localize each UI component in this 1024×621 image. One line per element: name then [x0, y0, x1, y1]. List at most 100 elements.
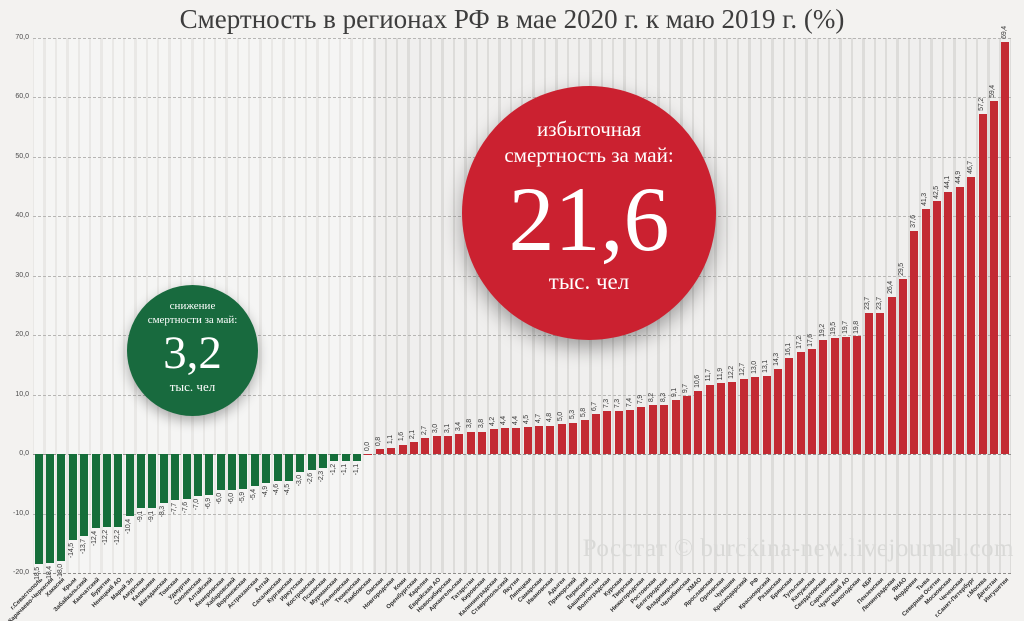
grid-line: [33, 394, 1011, 396]
y-axis-tick-label: 70,0: [15, 34, 29, 41]
bar-value-label: 2,7: [420, 425, 428, 436]
bar-value-label: -12,2: [102, 529, 110, 545]
watermark: Росстат © burckina-new.livejournal.com: [582, 535, 1014, 562]
bar: [353, 454, 362, 461]
grid-line: [33, 97, 1011, 99]
bar-value-label: 7,9: [636, 395, 644, 405]
bar-value-label: -2,3: [318, 470, 326, 483]
grid-line: [33, 454, 1011, 456]
bar-value-label: 12,7: [739, 362, 747, 376]
bar-value-label: -4,5: [284, 483, 292, 496]
background-stripe: [739, 38, 749, 573]
background-stripe: [330, 38, 340, 573]
bar: [273, 454, 282, 482]
background-stripe: [364, 38, 374, 573]
background-stripe: [352, 38, 362, 573]
bar: [751, 376, 760, 455]
bar-value-label: -6,9: [204, 498, 212, 510]
background-stripe: [57, 38, 67, 573]
background-stripe: [841, 38, 851, 573]
bar: [671, 400, 680, 455]
bar: [341, 454, 350, 461]
bar: [330, 454, 339, 462]
bar: [807, 349, 816, 455]
bar-value-label: 59,4: [989, 85, 997, 99]
bar: [250, 454, 259, 487]
page-title: Смертность в регионах РФ в мае 2020 г. к…: [179, 4, 845, 34]
bar: [591, 414, 600, 455]
bar: [478, 431, 487, 455]
bar: [239, 454, 248, 490]
background-stripe: [796, 38, 806, 573]
bar: [785, 358, 794, 455]
bar: [91, 454, 100, 528]
background-stripe: [784, 38, 794, 573]
bar-value-label: 1,1: [386, 435, 394, 445]
bar: [34, 454, 43, 565]
background-stripe: [864, 38, 874, 573]
bar-value-label: -1,1: [341, 463, 349, 475]
bar: [887, 297, 896, 455]
background-stripe: [239, 38, 249, 573]
bar-value-label: 23,7: [864, 297, 872, 311]
bar: [421, 438, 430, 455]
bar-value-label: -7,6: [182, 502, 190, 514]
bar: [648, 405, 657, 455]
background-stripe: [398, 38, 408, 573]
bar-value-label: 19,2: [818, 324, 826, 337]
bar-value-label: 6,7: [591, 402, 599, 412]
bar-value-label: -14,5: [68, 543, 76, 559]
bar-value-label: 57,2: [978, 98, 986, 112]
bar-value-label: 1,6: [398, 432, 406, 442]
y-axis-tick-label: 30,0: [15, 271, 29, 279]
bar-value-label: 19,5: [830, 322, 838, 336]
background-stripe: [68, 38, 78, 573]
bar-value-label: 9,1: [671, 387, 679, 398]
background-stripe: [455, 38, 465, 573]
background-stripe: [341, 38, 351, 573]
decrease-callout-line1: снижение: [169, 300, 216, 312]
bar: [398, 444, 407, 455]
bar: [921, 208, 930, 455]
bar-value-label: 42,5: [932, 185, 940, 199]
bar: [148, 454, 157, 509]
bar-value-label: 5,0: [557, 412, 565, 422]
bar: [694, 391, 703, 455]
bar-value-label: 5,3: [568, 410, 576, 420]
bar: [682, 396, 691, 455]
bar-value-label: 13,1: [762, 360, 769, 374]
bar-value-label: 8,3: [659, 392, 667, 402]
grid-line: [33, 335, 1011, 337]
bar: [580, 419, 589, 455]
bar-value-label: -9,1: [136, 511, 144, 523]
bar: [68, 454, 77, 541]
background-stripe: [250, 38, 260, 573]
bar-value-label: -4,6: [273, 484, 280, 496]
bar-value-label: -2,6: [307, 472, 315, 484]
bar: [535, 426, 544, 455]
background-stripe: [750, 38, 760, 573]
y-axis-tick-label: 60,0: [15, 93, 29, 101]
bar-value-label: 44,9: [955, 171, 963, 185]
y-axis-tick-label: 0,0: [19, 450, 29, 458]
bar: [944, 191, 953, 455]
background-stripe: [45, 38, 55, 573]
bar: [637, 407, 646, 455]
y-axis-tick-label: -20,0: [13, 569, 29, 576]
bar-value-label: 4,5: [523, 415, 531, 425]
bar: [796, 351, 805, 455]
decrease-callout-unit: тыс. чел: [169, 378, 216, 394]
grid-line: [33, 513, 1011, 515]
bar: [557, 424, 566, 455]
bar: [102, 454, 111, 527]
bar-value-label: -7,7: [170, 502, 178, 515]
bar: [432, 436, 441, 455]
bar-value-label: -10,4: [125, 518, 133, 534]
grid-line: [33, 573, 1011, 574]
background-stripe: [284, 38, 294, 573]
bar: [387, 447, 396, 455]
bar-value-label: -3,0: [295, 474, 303, 487]
excess-callout-line1: избыточная: [537, 117, 641, 141]
bar: [853, 336, 862, 455]
bar: [876, 313, 885, 455]
